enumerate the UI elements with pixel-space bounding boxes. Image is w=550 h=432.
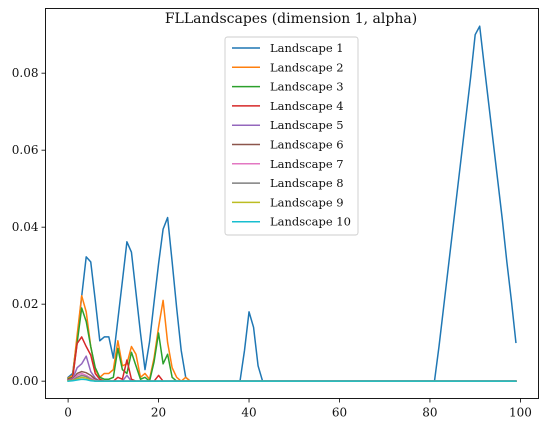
legend-entry: Landscape 2 — [270, 60, 344, 74]
x-tick-label: 0 — [64, 406, 72, 420]
series-line-6 — [67, 370, 517, 382]
y-tick-label: 0.00 — [12, 374, 39, 388]
y-tick-label: 0.06 — [12, 143, 39, 157]
plot-frame — [45, 8, 539, 399]
legend-entry: Landscape 4 — [270, 99, 344, 113]
axes-layer: 0 20 40 60 80 100 0.00 0.02 0.04 0.06 0.08 — [12, 66, 532, 419]
y-tick-label: 0.02 — [12, 297, 39, 311]
x-tick-label: 60 — [332, 406, 347, 420]
y-tick-label: 0.08 — [12, 66, 39, 80]
legend-entry: Landscape 3 — [270, 80, 344, 94]
legend-entry: Landscape 7 — [270, 157, 344, 171]
x-tick-label: 100 — [509, 406, 532, 420]
series-line-7 — [67, 372, 517, 382]
series-line-2 — [67, 294, 517, 382]
series-line-10 — [67, 378, 517, 382]
legend-entry: Landscape 9 — [270, 195, 344, 209]
legend-entry: Landscape 10 — [270, 215, 351, 229]
x-tick-label: 20 — [151, 406, 166, 420]
legend-entry: Landscape 5 — [270, 118, 344, 132]
legend-entry: Landscape 6 — [270, 138, 344, 152]
x-tick-label: 40 — [241, 406, 256, 420]
series-line-3 — [67, 307, 517, 382]
x-tick-label: 80 — [422, 406, 437, 420]
legend-entry: Landscape 1 — [270, 41, 344, 55]
chart-title: FLLandscapes (dimension 1, alpha) — [165, 11, 417, 27]
legend-entry: Landscape 8 — [270, 176, 344, 190]
series-layer — [67, 25, 517, 382]
series-line-4 — [67, 336, 517, 382]
legend: Landscape 1 Landscape 2 Landscape 3 Landsca… — [224, 36, 359, 236]
series-line-5 — [67, 355, 517, 382]
y-tick-label: 0.04 — [12, 220, 39, 234]
